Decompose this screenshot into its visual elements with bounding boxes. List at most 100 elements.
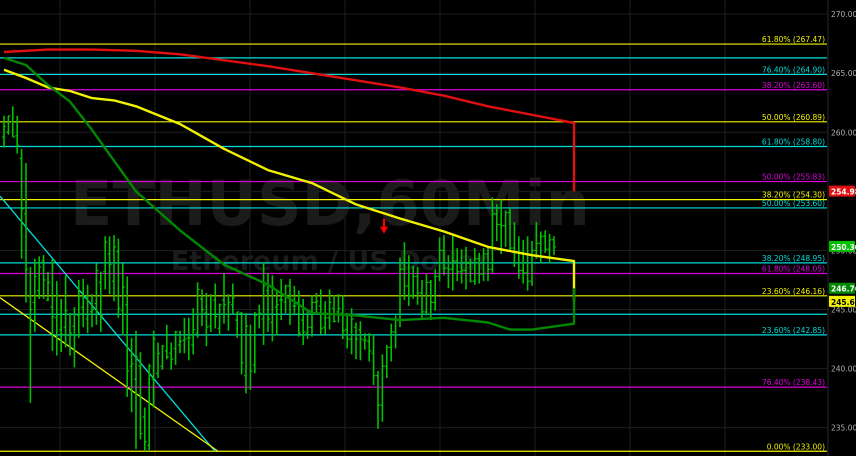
ohlc-bar xyxy=(116,238,121,318)
ohlc-bar xyxy=(2,115,6,148)
ohlc-bar xyxy=(371,334,376,386)
ohlc-bar xyxy=(142,407,147,452)
ohlc-bar xyxy=(248,324,253,390)
ohlc-bar xyxy=(508,207,512,252)
fib-level-label: 76.40% (264.90) xyxy=(762,65,825,74)
ohlc-bar xyxy=(433,269,438,311)
ohlc-bar xyxy=(41,255,46,299)
ohlc-bar xyxy=(424,274,429,316)
fib-level-label: 23.60% (242.85) xyxy=(762,326,825,335)
ohlc-bar xyxy=(200,289,204,327)
ohlc-bar xyxy=(6,115,11,135)
ohlc-bar xyxy=(24,163,28,303)
fib-level-label: 38.20% (254.30) xyxy=(762,191,825,200)
ohlc-bar xyxy=(530,240,534,286)
ohlc-bar xyxy=(59,298,64,353)
ohlc-bar xyxy=(173,330,178,366)
ohlc-bar xyxy=(125,276,130,397)
ohlc-bar xyxy=(107,236,112,295)
ohlc-bar xyxy=(129,337,134,413)
price-tag-box xyxy=(829,295,855,307)
price-axis-tick-label: 240.00 xyxy=(831,365,856,374)
ohlc-bar xyxy=(230,283,235,315)
ohlc-bar xyxy=(208,294,213,332)
ohlc-bar xyxy=(420,279,424,319)
price-axis-tick-label: 270.00 xyxy=(831,10,856,19)
trendline xyxy=(0,297,219,452)
ohlc-bar xyxy=(406,255,411,306)
ohlc-bar xyxy=(459,249,464,284)
ohlc-bar xyxy=(182,317,187,354)
ohlc-bar xyxy=(138,352,143,440)
ohlc-bar xyxy=(103,236,108,290)
ohlc-bar xyxy=(336,294,341,323)
ohlc-bar xyxy=(314,292,319,314)
ohlc-bar xyxy=(134,330,138,449)
ohlc-bar xyxy=(94,263,99,325)
ohlc-bar xyxy=(90,294,94,328)
fib-level-label: 50.00% (253.60) xyxy=(762,199,825,208)
ohlc-bar xyxy=(266,272,270,332)
ohlc-bar xyxy=(437,237,442,282)
trendline-layer xyxy=(0,195,219,452)
ohlc-bar xyxy=(538,231,543,264)
ohlc-bar xyxy=(54,281,59,356)
ohlc-bar xyxy=(257,304,262,329)
price-tag-label: 254.98 xyxy=(831,188,856,197)
ohlc-bar xyxy=(428,279,433,321)
price-tag-box xyxy=(829,282,855,294)
ohlc-bar xyxy=(63,275,68,348)
ohlc-bar xyxy=(222,272,226,324)
ohlc-bar xyxy=(415,266,420,305)
ohlc-bar xyxy=(68,313,72,356)
ohlc-bar xyxy=(226,294,231,331)
ohlc-bar xyxy=(455,248,460,282)
ohlc-bar xyxy=(283,284,288,314)
ma_yellow-line xyxy=(3,68,576,302)
fib-level-label: 61.80% (248.05) xyxy=(762,264,825,273)
ohlc-bar xyxy=(217,303,222,336)
ohlc-bar xyxy=(345,313,350,349)
price-axis-tick-label: 235.00 xyxy=(831,424,856,433)
fib-level-label: 61.80% (258.80) xyxy=(762,137,825,146)
ohlc-bar xyxy=(156,342,160,379)
ohlc-bar xyxy=(525,236,530,291)
price-tag-label: 250.30 xyxy=(831,243,856,252)
signal-arrow-head xyxy=(380,226,388,234)
fib-level-label: 61.80% (267.47) xyxy=(762,35,825,44)
ohlc-bar xyxy=(112,235,116,302)
ohlc-bar xyxy=(340,295,345,340)
ohlc-bar xyxy=(380,354,385,422)
ohlc-bar xyxy=(10,106,15,138)
ohlc-bar xyxy=(195,282,200,338)
ohlc-bar xyxy=(411,265,416,299)
fib-level-layer xyxy=(0,43,827,452)
ohlc-bar xyxy=(85,284,90,334)
ohlc-bar xyxy=(37,256,42,299)
ohlc-bar xyxy=(354,322,358,360)
ohlc-bar xyxy=(81,278,86,328)
ohlc-bar xyxy=(252,311,257,374)
ohlc-bar xyxy=(332,295,336,323)
ohlc-bar xyxy=(164,324,169,360)
ohlc-bar xyxy=(169,342,174,370)
fib-level-label: 50.00% (255.83) xyxy=(762,173,825,182)
ohlc-bar xyxy=(358,321,363,361)
ohlc-bar xyxy=(389,323,394,362)
moving-average-layer xyxy=(3,48,576,331)
ohlc-bar xyxy=(279,278,284,321)
price-axis-tick-label: 245.00 xyxy=(831,306,856,315)
ohlc-bar xyxy=(446,255,451,289)
ohlc-bar xyxy=(310,295,314,337)
ohlc-bar xyxy=(178,330,182,354)
ohlc-bar xyxy=(318,289,323,335)
fib-level-label: 0.00% (233.00) xyxy=(767,442,825,451)
ohlc-bar xyxy=(32,258,37,332)
ohlc-bar xyxy=(288,278,292,325)
price-tag-box xyxy=(829,240,855,252)
ohlc-bar xyxy=(120,263,125,336)
ohlc-bar xyxy=(204,292,209,347)
ohlc-bar xyxy=(235,311,240,338)
ohlc-bar-layer xyxy=(2,106,556,452)
